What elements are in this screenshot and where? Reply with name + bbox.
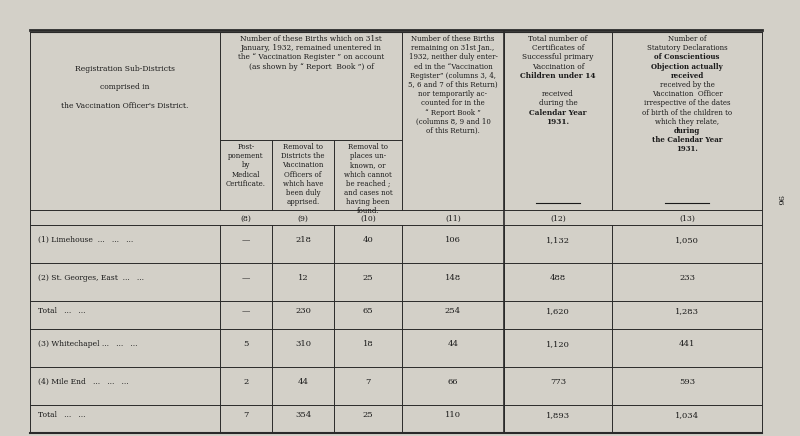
Text: Removal to
Districts the
Vaccination
Officers of
which have
been duly
apprised.: Removal to Districts the Vaccination Off… [282, 143, 325, 206]
Text: (10): (10) [360, 215, 376, 222]
Text: 488: 488 [550, 274, 566, 282]
Text: 7: 7 [243, 411, 249, 419]
Text: —: — [242, 236, 250, 244]
Text: (9): (9) [298, 215, 309, 222]
Text: 40: 40 [362, 236, 374, 244]
Text: 1,620: 1,620 [546, 307, 570, 315]
Text: 1,120: 1,120 [546, 340, 570, 348]
Text: 44: 44 [447, 340, 458, 348]
Text: (12): (12) [550, 215, 566, 222]
Text: Number of
Statutory Declarations



received by the
Vaccination  Officer
irrespe: Number of Statutory Declarations receive… [642, 35, 732, 144]
Text: 354: 354 [295, 411, 311, 419]
Text: (1) Limehouse  ...   ...   ...: (1) Limehouse ... ... ... [38, 236, 134, 244]
Text: 5: 5 [243, 340, 249, 348]
Text: 1,034: 1,034 [675, 411, 699, 419]
Text: Number of these Births
remaining on 31st Jan.,
1932, neither duly enter-
ed in t: Number of these Births remaining on 31st… [408, 35, 498, 135]
Text: 65: 65 [362, 307, 374, 315]
Text: 25: 25 [362, 411, 374, 419]
Text: 110: 110 [445, 411, 461, 419]
Text: 106: 106 [445, 236, 461, 244]
Text: Registration Sub-Districts

comprised in

the Vaccination Officer's District.: Registration Sub-Districts comprised in … [62, 65, 189, 110]
Text: 66: 66 [448, 378, 458, 386]
Text: Total   ...   ...: Total ... ... [38, 307, 86, 315]
Text: 441: 441 [679, 340, 695, 348]
Text: 12: 12 [298, 274, 308, 282]
Text: 310: 310 [295, 340, 311, 348]
Text: (8): (8) [241, 215, 251, 222]
Text: 96: 96 [776, 195, 784, 205]
Text: 218: 218 [295, 236, 311, 244]
Text: of Conscientious
Objection actually
received: of Conscientious Objection actually rece… [651, 35, 723, 80]
Text: 7: 7 [366, 378, 370, 386]
Text: Removal to
places un-
known, or
which cannot
be reached ;
and cases not
having b: Removal to places un- known, or which ca… [344, 143, 392, 215]
Text: 18: 18 [362, 340, 374, 348]
Text: Post-
ponement
by
Medical
Certificate.: Post- ponement by Medical Certificate. [226, 143, 266, 188]
Text: Number of these Births which on 31st
January, 1932, remained unentered in
the “ : Number of these Births which on 31st Jan… [238, 35, 384, 71]
Text: 233: 233 [679, 274, 695, 282]
Text: Children under 14



Calendar Year
1931.: Children under 14 Calendar Year 1931. [520, 35, 596, 126]
Text: 254: 254 [445, 307, 461, 315]
Text: (11): (11) [445, 215, 461, 222]
Text: Total number of
Certificates of
Successful primary
Vaccination of


received
dur: Total number of Certificates of Successf… [522, 35, 594, 126]
Text: 1,132: 1,132 [546, 236, 570, 244]
Text: Total   ...   ...: Total ... ... [38, 411, 86, 419]
Text: —: — [242, 307, 250, 315]
Text: —: — [242, 274, 250, 282]
Text: (4) Mile End   ...   ...   ...: (4) Mile End ... ... ... [38, 378, 129, 386]
Text: 2: 2 [243, 378, 249, 386]
Text: 1,050: 1,050 [675, 236, 699, 244]
Text: 44: 44 [298, 378, 309, 386]
Text: 1,283: 1,283 [675, 307, 699, 315]
Text: (13): (13) [679, 215, 695, 222]
Text: during
the Calendar Year
1931.: during the Calendar Year 1931. [652, 35, 722, 153]
Text: (3) Whitechapel ...   ...   ...: (3) Whitechapel ... ... ... [38, 340, 138, 348]
Text: 148: 148 [445, 274, 461, 282]
Text: 593: 593 [679, 378, 695, 386]
Text: 1,893: 1,893 [546, 411, 570, 419]
Text: 230: 230 [295, 307, 311, 315]
Text: 773: 773 [550, 378, 566, 386]
Text: 25: 25 [362, 274, 374, 282]
Text: (2) St. Georges, East  ...   ...: (2) St. Georges, East ... ... [38, 274, 144, 282]
